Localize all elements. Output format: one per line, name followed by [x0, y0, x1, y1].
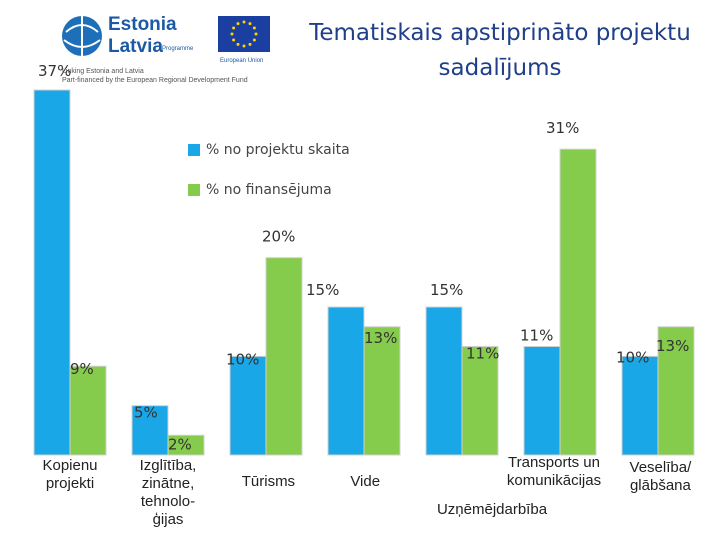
bar-funding-2	[265, 257, 303, 456]
category-label-6: Veselība/glābšana	[630, 459, 693, 494]
bar-projects-3	[327, 306, 365, 456]
bar-projects-5	[523, 345, 561, 456]
logo-word-latvia: Latvia	[108, 36, 163, 57]
logo-programme: Programme	[162, 46, 194, 52]
value-label-projects-0: 37%	[38, 62, 71, 80]
fine-line-1: Linking Estonia and Latvia	[62, 68, 144, 75]
category-label-0: Kopienu projekti	[42, 457, 97, 492]
estonia-latvia-logo: Estonia Latvia Programme European Union	[62, 14, 270, 64]
bar-projects-6	[621, 355, 659, 456]
category-label-3: Vide	[350, 473, 380, 490]
legend-swatch-green	[188, 184, 200, 196]
value-label-projects-4: 15%	[430, 281, 463, 299]
value-label-projects-1: 5%	[134, 404, 158, 422]
bar-funding-0	[69, 365, 107, 456]
logo-word-estonia: Estonia	[108, 14, 177, 35]
value-label-funding-1: 2%	[168, 435, 192, 453]
value-labels-group: 37% 9% 5% 2% 10% 20% 15% 13% 15% 11% 11% 31% 10% 13%	[38, 62, 689, 453]
bar-projects-0	[33, 89, 71, 456]
bar-projects-2	[229, 355, 267, 456]
legend-item-funding: % no finansējuma	[188, 182, 332, 198]
bar-funding-4	[461, 345, 499, 456]
value-label-funding-0: 9%	[70, 360, 94, 378]
category-labels-group: Kopienu projekti Izglītība, zinātne, tehnolo…	[42, 454, 692, 528]
fine-line-2: Part-financed by the European Regional D…	[62, 77, 248, 84]
value-label-projects-3: 15%	[306, 281, 339, 299]
bar-funding-5	[559, 148, 597, 456]
category-label-2: Tūrisms	[242, 473, 295, 490]
eu-label: European Union	[220, 58, 263, 64]
bars-group	[33, 89, 695, 456]
bar-funding-6	[657, 326, 695, 456]
bar-projects-1	[131, 405, 169, 456]
value-label-projects-6: 10%	[616, 348, 649, 366]
category-label-5: Transports un komunikācijas	[507, 454, 601, 489]
legend-label-projects: % no projektu skaita	[206, 142, 350, 158]
legend-item-projects: % no projektu skaita	[188, 142, 350, 158]
bar-projects-4	[425, 306, 463, 456]
programme-fine-print: Linking Estonia and Latvia Part-financed…	[62, 67, 248, 85]
value-label-funding-3: 13%	[364, 329, 397, 347]
value-label-projects-5: 11%	[520, 326, 553, 344]
value-label-funding-4: 11%	[466, 344, 499, 362]
bar-funding-3	[363, 326, 401, 456]
value-label-funding-6: 13%	[656, 337, 689, 355]
chart-title: Tematiskais apstiprināto projektu sadalī…	[309, 20, 691, 81]
category-label-1: Izglītība, zinātne, tehnolo-ģijas	[140, 457, 197, 528]
legend-label-funding: % no finansējuma	[206, 182, 332, 198]
value-label-funding-2: 20%	[262, 228, 295, 246]
category-label-4: Uzņēmējdarbība	[437, 501, 548, 518]
value-label-projects-2: 10%	[226, 350, 259, 368]
bar-funding-1	[167, 434, 205, 456]
value-label-funding-5: 31%	[546, 119, 579, 137]
legend-swatch-blue	[188, 144, 200, 156]
